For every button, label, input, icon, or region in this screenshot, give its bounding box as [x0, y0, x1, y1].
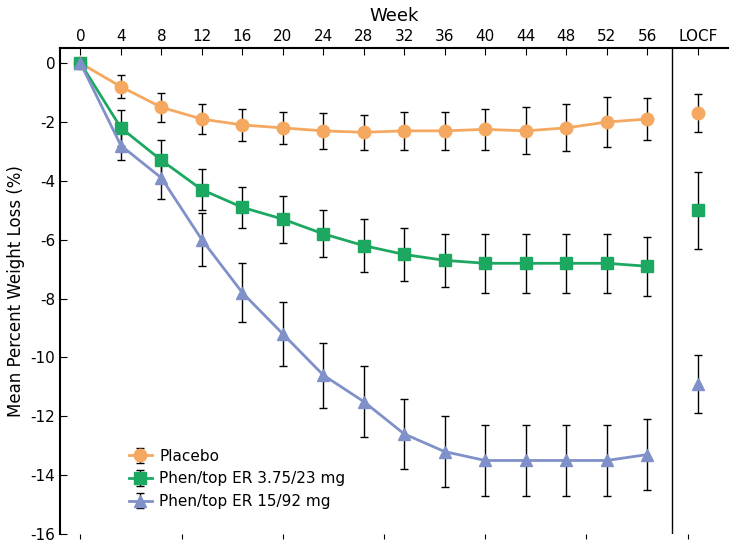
X-axis label: Week: Week	[370, 7, 419, 25]
Y-axis label: Mean Percent Weight Loss (%): Mean Percent Weight Loss (%)	[7, 166, 25, 417]
Legend: Placebo, Phen/top ER 3.75/23 mg, Phen/top ER 15/92 mg: Placebo, Phen/top ER 3.75/23 mg, Phen/to…	[121, 441, 354, 516]
